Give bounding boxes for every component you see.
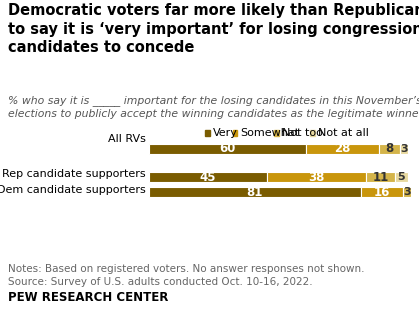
- Bar: [361, 187, 403, 197]
- Bar: [379, 144, 400, 154]
- Text: 45: 45: [199, 171, 216, 184]
- Bar: [306, 144, 379, 154]
- Text: Source: Survey of U.S. adults conducted Oct. 10-16, 2022.: Source: Survey of U.S. adults conducted …: [8, 277, 313, 287]
- Text: Somewhat: Somewhat: [240, 128, 299, 138]
- Text: 38: 38: [308, 171, 325, 184]
- Bar: [149, 187, 361, 197]
- Text: 16: 16: [374, 186, 390, 199]
- Bar: [149, 144, 306, 154]
- Bar: [266, 172, 366, 182]
- Bar: [403, 187, 411, 197]
- Text: 5: 5: [398, 172, 405, 182]
- Text: Rep candidate supporters: Rep candidate supporters: [2, 169, 146, 179]
- Text: Democratic voters far more likely than Republicans
to say it is ‘very important’: Democratic voters far more likely than R…: [8, 3, 419, 55]
- Bar: [366, 172, 395, 182]
- Text: 8: 8: [385, 142, 394, 156]
- Text: 11: 11: [372, 171, 389, 184]
- Bar: [149, 172, 266, 182]
- Text: Very: Very: [213, 128, 238, 138]
- Text: PEW RESEARCH CENTER: PEW RESEARCH CENTER: [8, 290, 169, 304]
- Text: 81: 81: [247, 186, 263, 199]
- Text: % who say it is _____ important for the losing candidates in this November’s
ele: % who say it is _____ important for the …: [8, 95, 419, 119]
- Text: Not too: Not too: [282, 128, 323, 138]
- Bar: [395, 172, 408, 182]
- Text: Notes: Based on registered voters. No answer responses not shown.: Notes: Based on registered voters. No an…: [8, 264, 365, 275]
- Bar: [400, 144, 408, 154]
- Text: Not at all: Not at all: [318, 128, 368, 138]
- Text: Dem candidate supporters: Dem candidate supporters: [0, 185, 146, 195]
- Text: 28: 28: [334, 142, 351, 156]
- Text: 3: 3: [403, 187, 411, 197]
- Text: All RVs: All RVs: [108, 134, 146, 144]
- Text: 3: 3: [400, 144, 408, 154]
- Text: 60: 60: [219, 142, 235, 156]
